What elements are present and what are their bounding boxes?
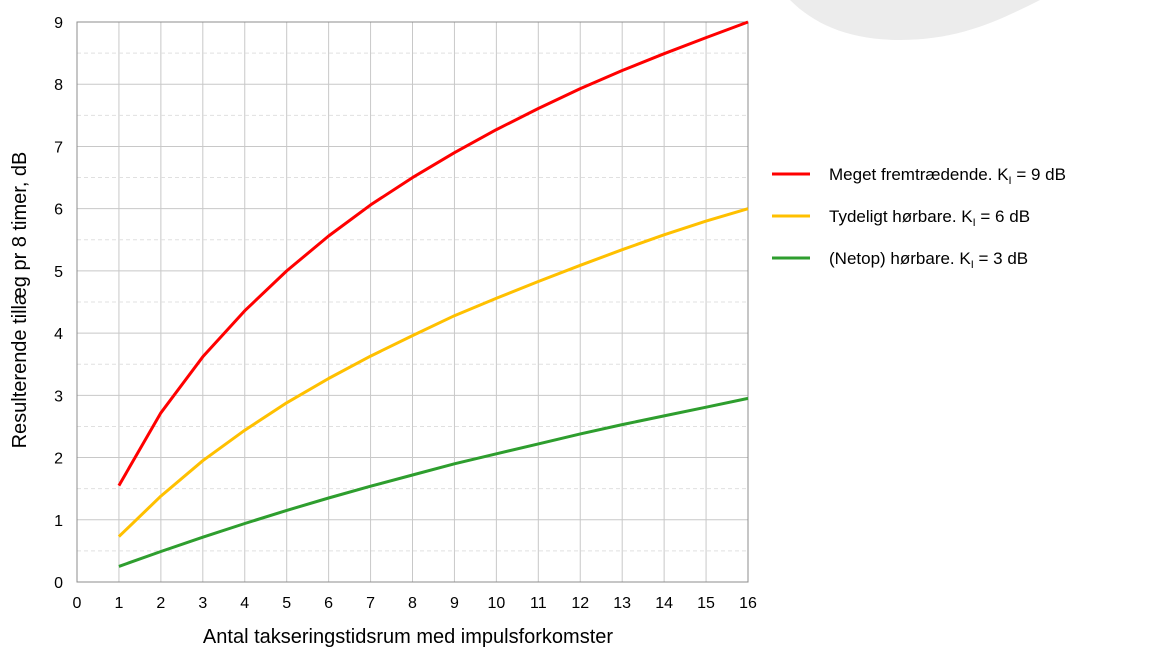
x-tick-label: 3 xyxy=(198,595,207,612)
series-layer xyxy=(117,20,749,568)
legend-label-1: Meget fremtrædende. KI = 9 dB xyxy=(829,165,1066,187)
series-line-2 xyxy=(117,207,749,538)
x-axis-title: Antal takseringstidsrum med impulsforkom… xyxy=(203,626,613,648)
y-axis-title: Resulterende tillæg pr 8 timer, dB xyxy=(9,152,31,449)
plot-frame xyxy=(76,21,749,583)
legend: Meget fremtrædende. KI = 9 dB Tydeligt hø… xyxy=(772,165,1066,271)
x-tick-label: 9 xyxy=(450,595,459,612)
y-tick-label: 6 xyxy=(54,202,63,219)
y-tick-label: 5 xyxy=(54,264,63,281)
x-tick-label: 6 xyxy=(324,595,333,612)
y-axis-ticks: 0 1 2 3 4 5 6 7 8 9 xyxy=(54,15,63,592)
legend-label-3: (Netop) hørbare. KI = 3 dB xyxy=(829,249,1028,271)
x-tick-label: 12 xyxy=(571,595,589,612)
decorative-swoosh xyxy=(790,0,1040,40)
series-line-1 xyxy=(117,20,749,487)
series-line-3 xyxy=(118,396,749,568)
legend-label-2: Tydeligt hørbare. KI = 6 dB xyxy=(829,207,1030,229)
x-tick-label: 8 xyxy=(408,595,417,612)
y-tick-label: 0 xyxy=(54,575,63,592)
x-tick-label: 0 xyxy=(73,595,82,612)
grid xyxy=(77,22,748,582)
x-tick-label: 13 xyxy=(613,595,631,612)
x-tick-label: 7 xyxy=(366,595,375,612)
y-tick-label: 3 xyxy=(54,388,63,405)
x-tick-label: 1 xyxy=(114,595,123,612)
x-axis-ticks: 0 1 2 3 4 5 6 7 8 9 10 11 12 13 14 15 16 xyxy=(73,595,757,612)
x-tick-label: 14 xyxy=(655,595,673,612)
x-tick-label: 2 xyxy=(156,595,165,612)
x-tick-label: 11 xyxy=(530,595,547,612)
x-tick-label: 4 xyxy=(240,595,249,612)
x-tick-label: 16 xyxy=(739,595,757,612)
y-tick-label: 7 xyxy=(54,139,63,156)
x-tick-label: 10 xyxy=(487,595,505,612)
y-tick-label: 4 xyxy=(54,326,63,343)
y-tick-label: 8 xyxy=(54,77,63,94)
y-tick-label: 9 xyxy=(54,15,63,32)
x-tick-label: 15 xyxy=(697,595,715,612)
x-tick-label: 5 xyxy=(282,595,291,612)
y-tick-label: 1 xyxy=(54,513,63,530)
y-tick-label: 2 xyxy=(54,451,63,468)
